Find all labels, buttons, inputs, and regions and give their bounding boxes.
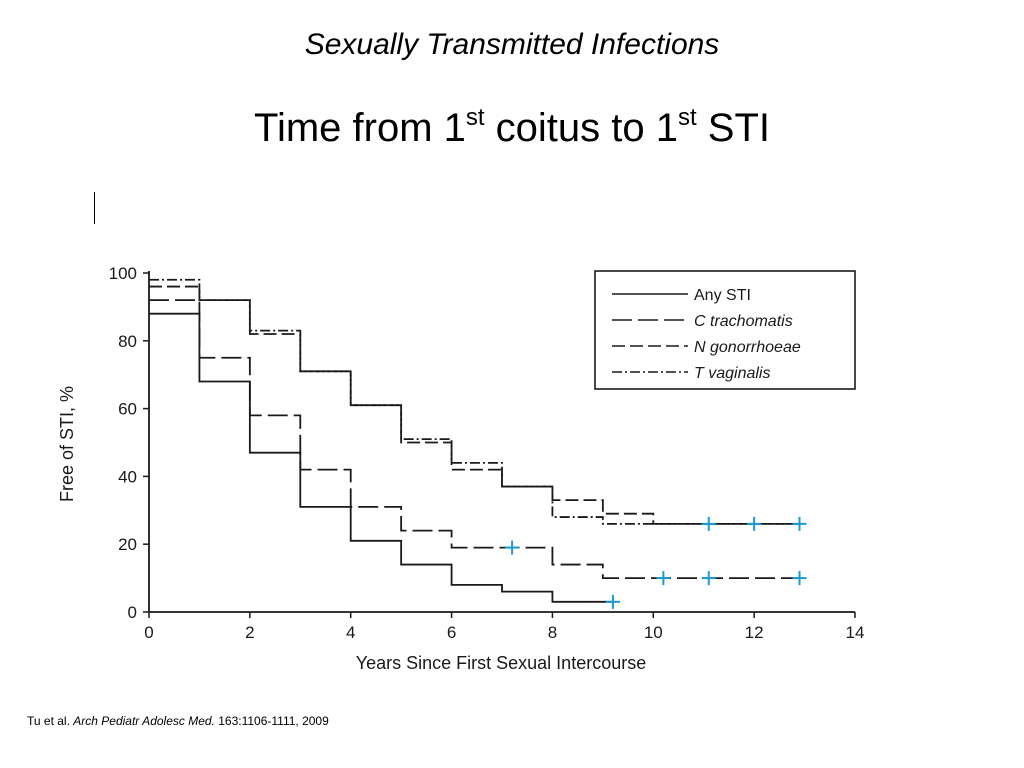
title-part-1: Time from 1 — [254, 106, 466, 150]
chart-legend: Any STI C trachomatis N gonorrhoeae T vagin… — [594, 270, 856, 390]
title-superscript-2: st — [677, 104, 697, 131]
censor-marker — [505, 540, 520, 555]
text-cursor-bar — [94, 192, 95, 224]
slide-title: Time from 1st coitus to 1st STI — [0, 104, 1024, 151]
censor-markers — [505, 516, 807, 609]
censor-marker — [656, 571, 671, 586]
legend-label-3: T vaginalis — [694, 365, 770, 382]
censor-marker — [701, 516, 716, 531]
x-tick-label: 0 — [144, 623, 153, 642]
censor-marker — [792, 516, 807, 531]
x-tick-label: 8 — [548, 623, 557, 642]
chart-axes: 0 2 4 6 8 10 12 14 0 20 40 60 80 100 — [109, 264, 865, 642]
x-tick-label: 2 — [245, 623, 254, 642]
citation: Tu et al. Arch Pediatr Adolesc Med. 163:… — [27, 714, 329, 728]
x-tick-label: 14 — [846, 623, 865, 642]
legend-box — [594, 270, 856, 390]
y-tick-label: 80 — [118, 332, 137, 351]
citation-authors: Tu et al. — [27, 714, 70, 728]
y-tick-label: 0 — [128, 603, 137, 622]
series-line-2 — [149, 285, 800, 525]
x-tick-label: 12 — [745, 623, 764, 642]
x-tick-label: 4 — [346, 623, 355, 642]
censor-marker — [701, 571, 716, 586]
censor-marker — [605, 594, 620, 609]
citation-ref: 163:1106-1111, 2009 — [218, 714, 329, 728]
y-axis-label: Free of STI, % — [57, 386, 77, 502]
censor-marker — [747, 516, 762, 531]
title-part-2: coitus to 1 — [484, 106, 678, 150]
citation-journal: Arch Pediatr Adolesc Med. — [73, 714, 215, 728]
y-tick-label: 40 — [118, 467, 137, 486]
series-line-3 — [149, 278, 800, 525]
x-tick-label: 10 — [644, 623, 663, 642]
x-tick-label: 6 — [447, 623, 456, 642]
y-tick-label: 20 — [118, 535, 137, 554]
legend-label-1: C trachomatis — [694, 313, 793, 330]
y-tick-label: 100 — [109, 264, 137, 283]
legend-label-2: N gonorrhoeae — [694, 339, 801, 356]
y-tick-label: 60 — [118, 400, 137, 419]
chart-series — [149, 278, 800, 603]
title-superscript-1: st — [465, 104, 485, 131]
series-line-1 — [149, 299, 800, 579]
title-part-3: STI — [696, 106, 770, 150]
x-axis-label: Years Since First Sexual Intercourse — [356, 653, 646, 673]
censor-marker — [792, 571, 807, 586]
series-line-0 — [149, 312, 613, 603]
slide-subtitle: Sexually Transmitted Infections — [304, 28, 720, 61]
legend-label-0: Any STI — [694, 287, 751, 304]
